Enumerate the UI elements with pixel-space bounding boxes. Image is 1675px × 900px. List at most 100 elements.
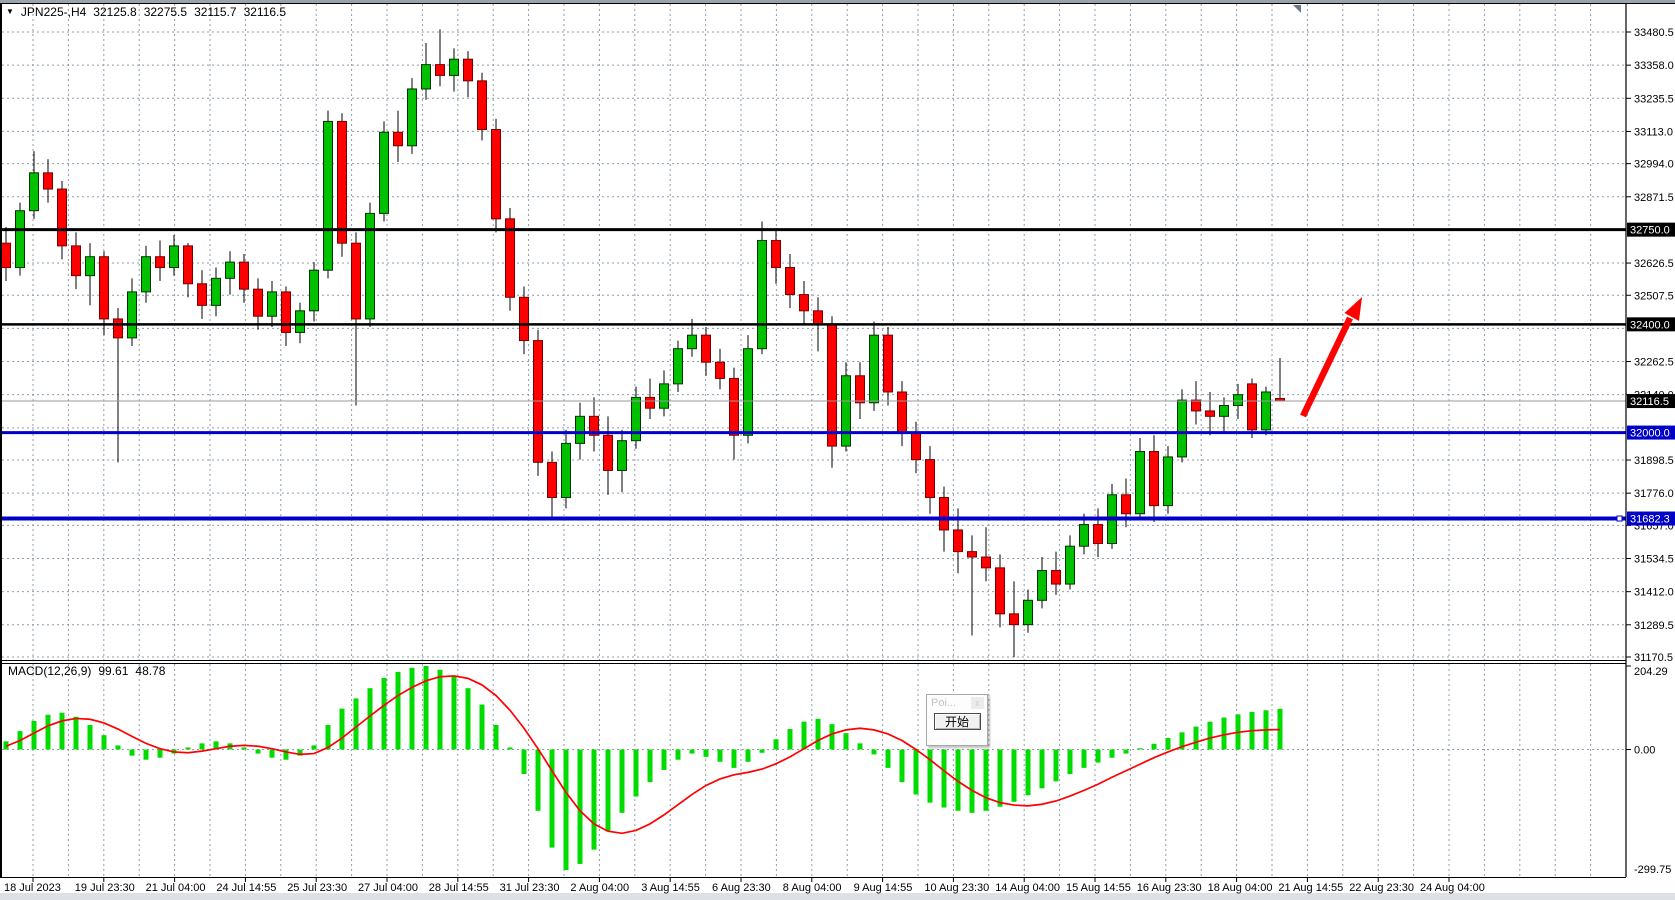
macd-histogram-bar xyxy=(969,749,975,813)
macd-histogram-bar xyxy=(269,749,275,758)
bearish-candle xyxy=(981,556,991,569)
macd-histogram-bar xyxy=(689,749,695,754)
start-button[interactable]: 开始 xyxy=(933,713,981,730)
chart-title-bar: ▼ JPN225-,H4 32125.8 32275.5 32115.7 321… xyxy=(6,5,286,19)
bearish-candle xyxy=(715,361,725,379)
macd-histogram-bar xyxy=(899,749,905,783)
bearish-candle xyxy=(1,242,11,269)
bearish-candle xyxy=(995,567,1005,615)
macd-signal-value: 48.78 xyxy=(135,664,166,678)
bullish-candle xyxy=(379,131,389,214)
bullish-candle xyxy=(15,210,25,269)
price-axis-label: 32507.5 xyxy=(1634,290,1674,302)
up-arrow-head[interactable] xyxy=(1344,297,1363,321)
bearish-candle xyxy=(701,334,711,363)
bearish-candle xyxy=(855,375,865,404)
bullish-candle xyxy=(1023,599,1033,626)
bearish-candle xyxy=(57,188,67,247)
bearish-candle xyxy=(799,294,809,312)
macd-histogram-bar xyxy=(591,749,597,850)
macd-histogram-bar xyxy=(143,749,149,760)
bearish-candle xyxy=(925,459,935,498)
close-icon[interactable]: x xyxy=(971,697,984,709)
macd-histogram-bar xyxy=(549,749,555,848)
bearish-candle xyxy=(1149,451,1159,507)
bearish-candle xyxy=(911,432,921,461)
macd-signal-line xyxy=(5,675,1281,835)
date-axis-label: 2 Aug 04:00 xyxy=(570,882,629,894)
macd-histogram-bar xyxy=(297,749,303,756)
macd-histogram-bar xyxy=(759,749,765,753)
date-axis-label: 21 Jul 04:00 xyxy=(146,882,206,894)
bearish-candle xyxy=(477,80,487,131)
date-axis-label: 28 Jul 14:55 xyxy=(429,882,489,894)
bearish-candle xyxy=(281,291,291,333)
bearish-candle xyxy=(897,391,907,434)
macd-histogram-bar xyxy=(1137,748,1143,750)
bearish-candle xyxy=(547,461,557,498)
macd-histogram-bar xyxy=(633,749,639,797)
macd-histogram-bar xyxy=(773,739,779,750)
macd-histogram-bar xyxy=(731,749,737,768)
macd-histogram-bar xyxy=(73,716,79,750)
macd-histogram-bar xyxy=(87,724,93,750)
macd-histogram-bar xyxy=(1025,749,1031,796)
popup-window[interactable]: Poi... x 开始 xyxy=(926,694,988,746)
macd-histogram-bar xyxy=(479,704,485,750)
macd-histogram-bar xyxy=(353,698,359,750)
date-axis-label: 24 Jul 14:55 xyxy=(216,882,276,894)
bearish-candle xyxy=(813,310,823,325)
macd-histogram-bar xyxy=(1053,749,1059,782)
bearish-candle xyxy=(253,288,263,317)
up-arrow-shaft[interactable] xyxy=(1300,316,1353,418)
macd-histogram-bar xyxy=(493,724,499,750)
macd-histogram-bar xyxy=(129,749,135,756)
bullish-candle xyxy=(687,334,697,350)
macd-histogram-bar xyxy=(101,735,107,750)
price-axis-area xyxy=(1627,4,1675,900)
macd-histogram-bar xyxy=(451,675,457,750)
window-bottom-edge xyxy=(0,893,1675,900)
bearish-candle xyxy=(645,396,655,409)
bullish-candle xyxy=(617,440,627,471)
symbol-dropdown-icon[interactable]: ▼ xyxy=(6,7,14,16)
bullish-candle xyxy=(323,120,333,271)
date-axis-label: 10 Aug 23:30 xyxy=(924,882,989,894)
macd-histogram-bar xyxy=(437,669,443,750)
macd-histogram-bar xyxy=(1179,732,1185,750)
macd-histogram-bar xyxy=(311,745,317,750)
date-axis-label: 21 Aug 14:55 xyxy=(1278,882,1343,894)
macd-histogram-bar xyxy=(367,688,373,750)
bullish-candle xyxy=(449,58,459,76)
bullish-candle xyxy=(575,415,585,444)
bearish-candle xyxy=(155,256,165,269)
macd-axis-min-label: -299.75 xyxy=(1634,864,1671,876)
macd-histogram-bar xyxy=(1081,749,1087,768)
macd-histogram-bar xyxy=(325,724,331,750)
macd-histogram-bar xyxy=(787,729,793,750)
macd-histogram-bar xyxy=(871,749,877,755)
bullish-candle xyxy=(267,291,277,317)
macd-histogram-bar xyxy=(619,749,625,813)
bearish-candle xyxy=(589,415,599,436)
bullish-candle xyxy=(225,261,235,279)
bullish-candle xyxy=(421,64,431,90)
bearish-candle xyxy=(771,239,781,269)
date-axis-label: 14 Aug 04:00 xyxy=(995,882,1060,894)
hline-endpoint-handle[interactable] xyxy=(1616,515,1623,522)
macd-histogram-bar xyxy=(283,749,289,760)
bearish-candle xyxy=(785,267,795,296)
macd-histogram-bar xyxy=(31,720,37,750)
price-line-label: 31682.3 xyxy=(1630,514,1670,526)
bullish-candle xyxy=(841,375,851,447)
bullish-candle xyxy=(295,310,305,333)
macd-histogram-bar xyxy=(241,747,247,750)
bearish-candle xyxy=(953,529,963,553)
bullish-candle xyxy=(1261,391,1271,431)
price-axis-label: 33113.0 xyxy=(1634,126,1673,138)
bearish-candle xyxy=(337,120,347,244)
ohlc-close: 32116.5 xyxy=(243,5,287,19)
macd-histogram-bar xyxy=(339,708,345,750)
macd-histogram-bar xyxy=(1165,738,1171,750)
